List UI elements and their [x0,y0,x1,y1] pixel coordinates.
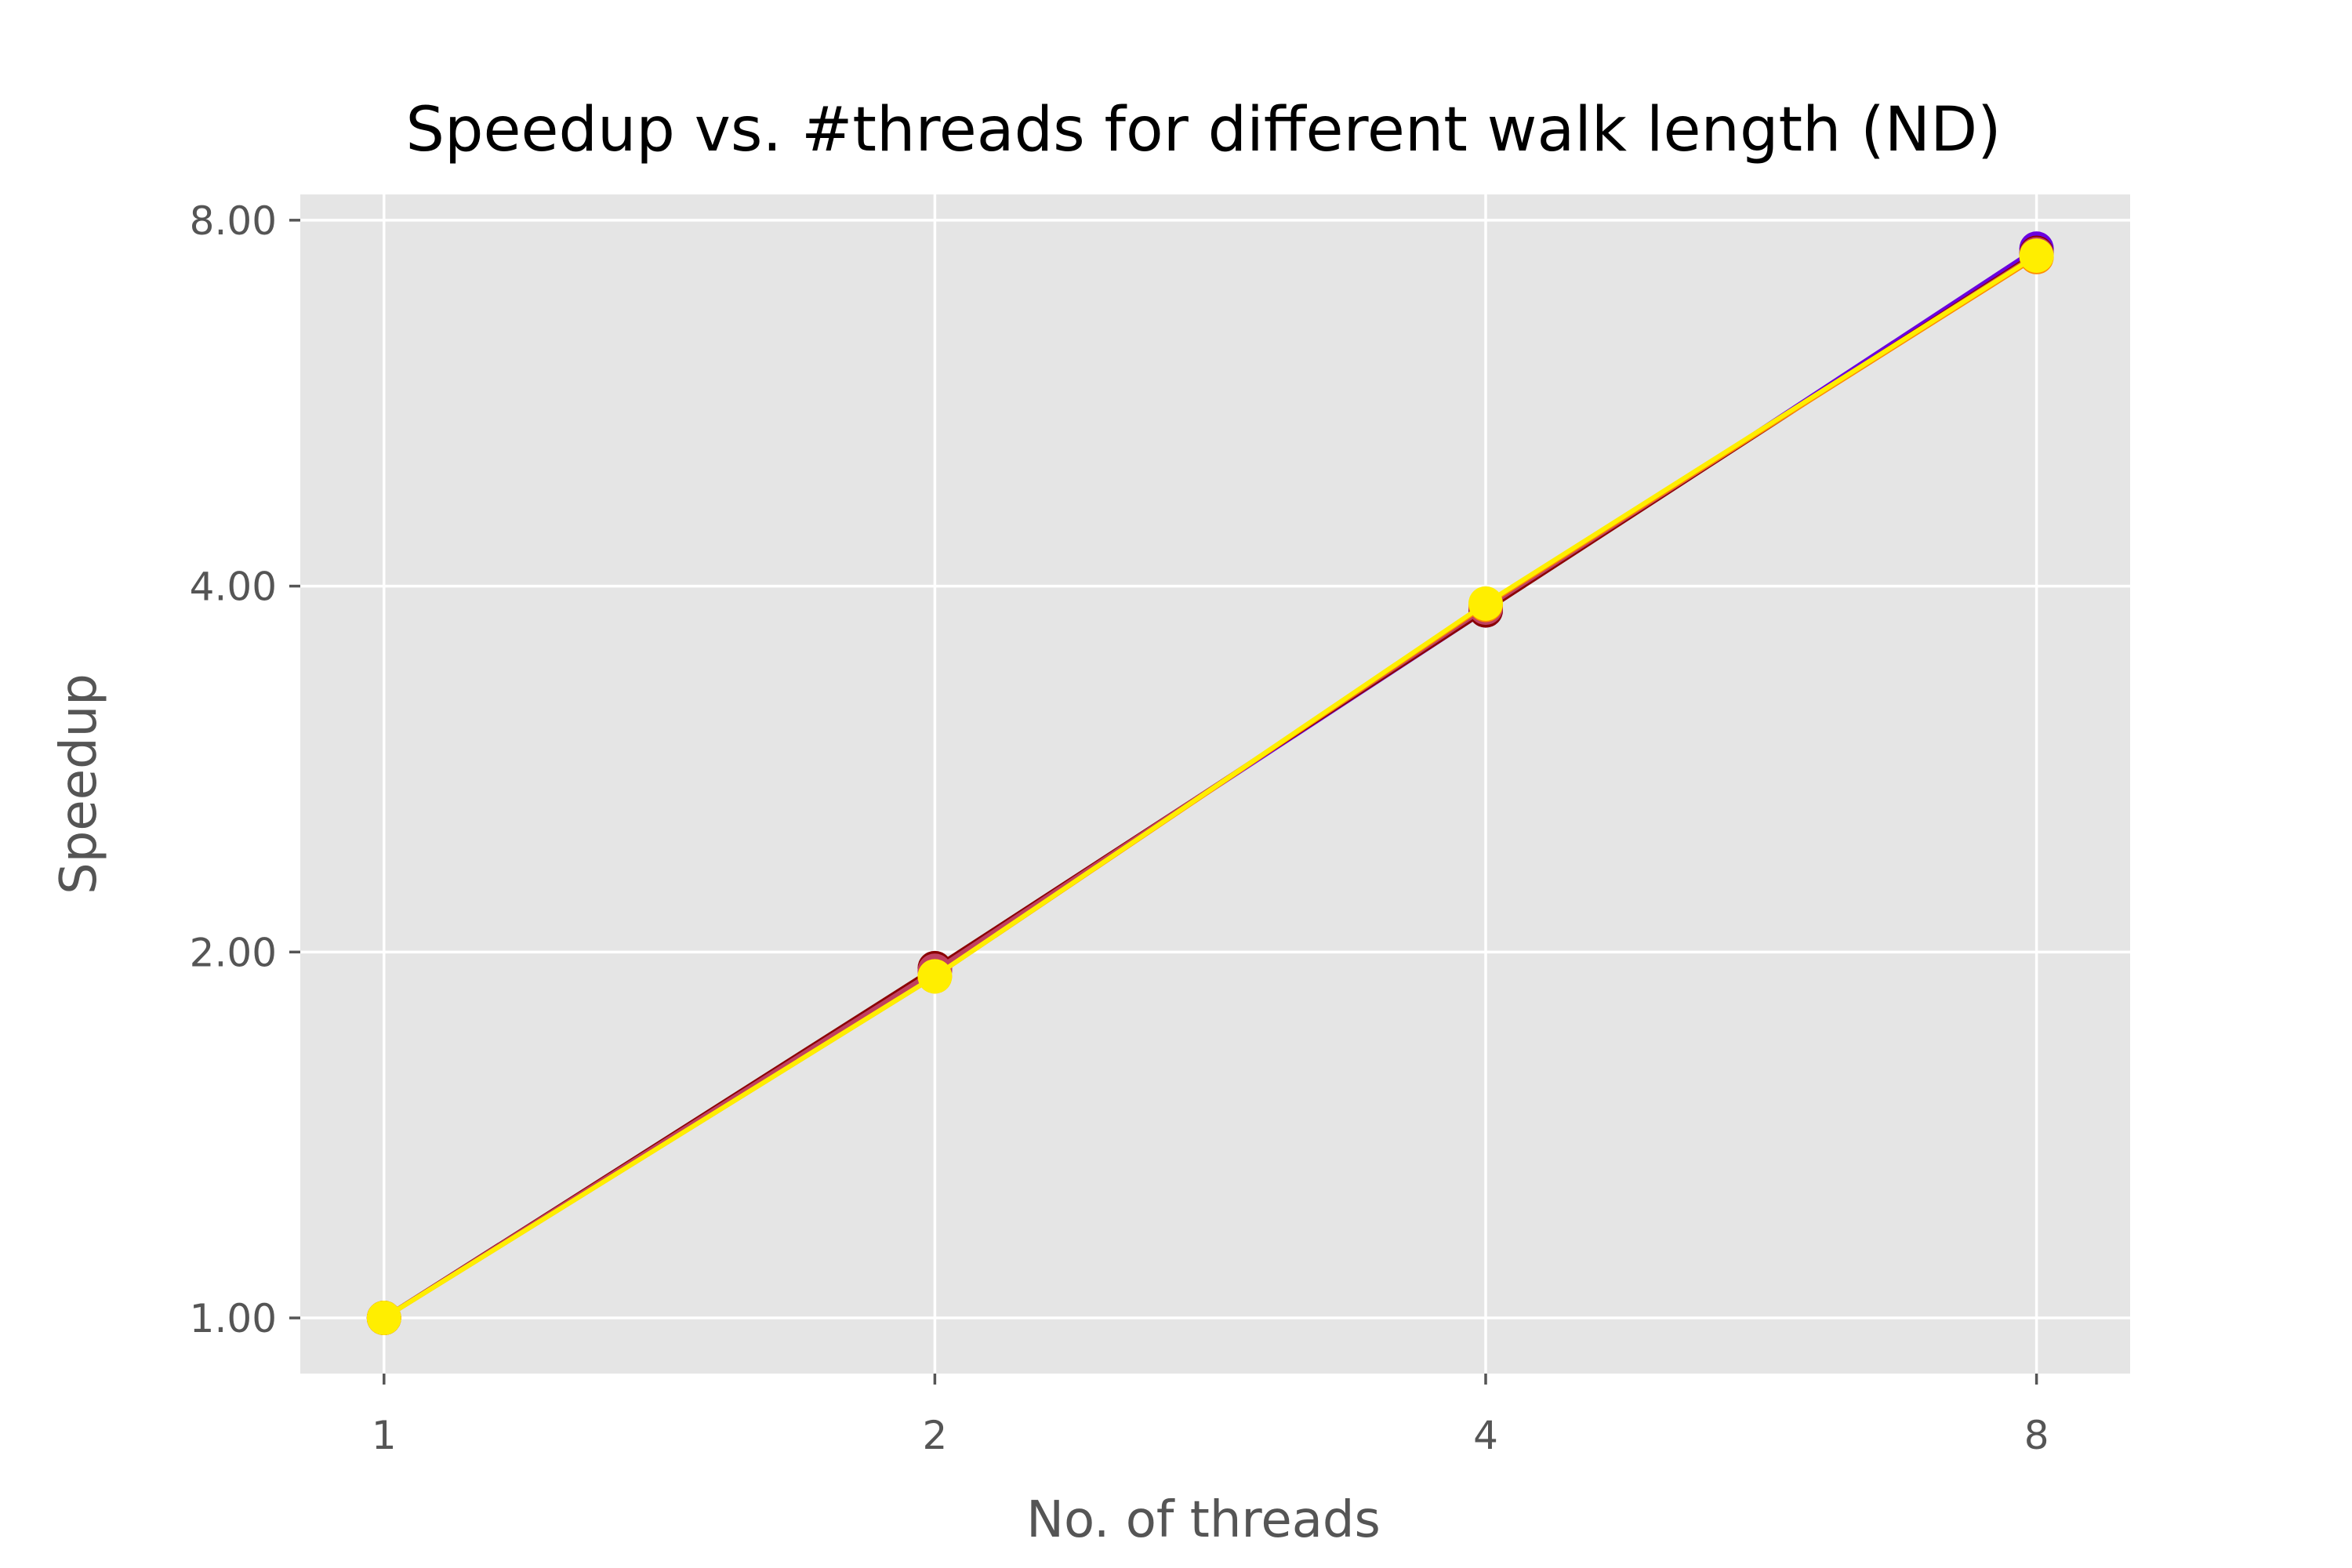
data-point [366,1301,401,1336]
x-tick-label: 8 [2024,1413,2049,1458]
x-tick-label: 2 [922,1413,947,1458]
data-point [917,959,953,994]
y-tick-label: 2.00 [190,930,277,975]
y-tick-label: 1.00 [190,1296,277,1341]
series-line [383,253,2038,1320]
axes: 1 2 4 8 1.00 2.00 4.00 8.00 [190,198,2049,1458]
grid-lines [300,194,2130,1374]
y-tick-label: 8.00 [190,198,277,244]
x-axis-label: No. of threads [1026,1491,1381,1549]
x-tick-label: 4 [1473,1413,1498,1458]
data-point [2019,238,2054,274]
series-5 [366,238,2054,1336]
y-tick-label: 4.00 [190,564,277,610]
y-axis-label: Speedup [50,673,108,895]
data-series [366,231,2054,1336]
chart-title: Speedup vs. #threads for different walk … [405,95,2001,165]
x-tick-label: 1 [372,1413,397,1458]
data-point [1468,586,1504,621]
